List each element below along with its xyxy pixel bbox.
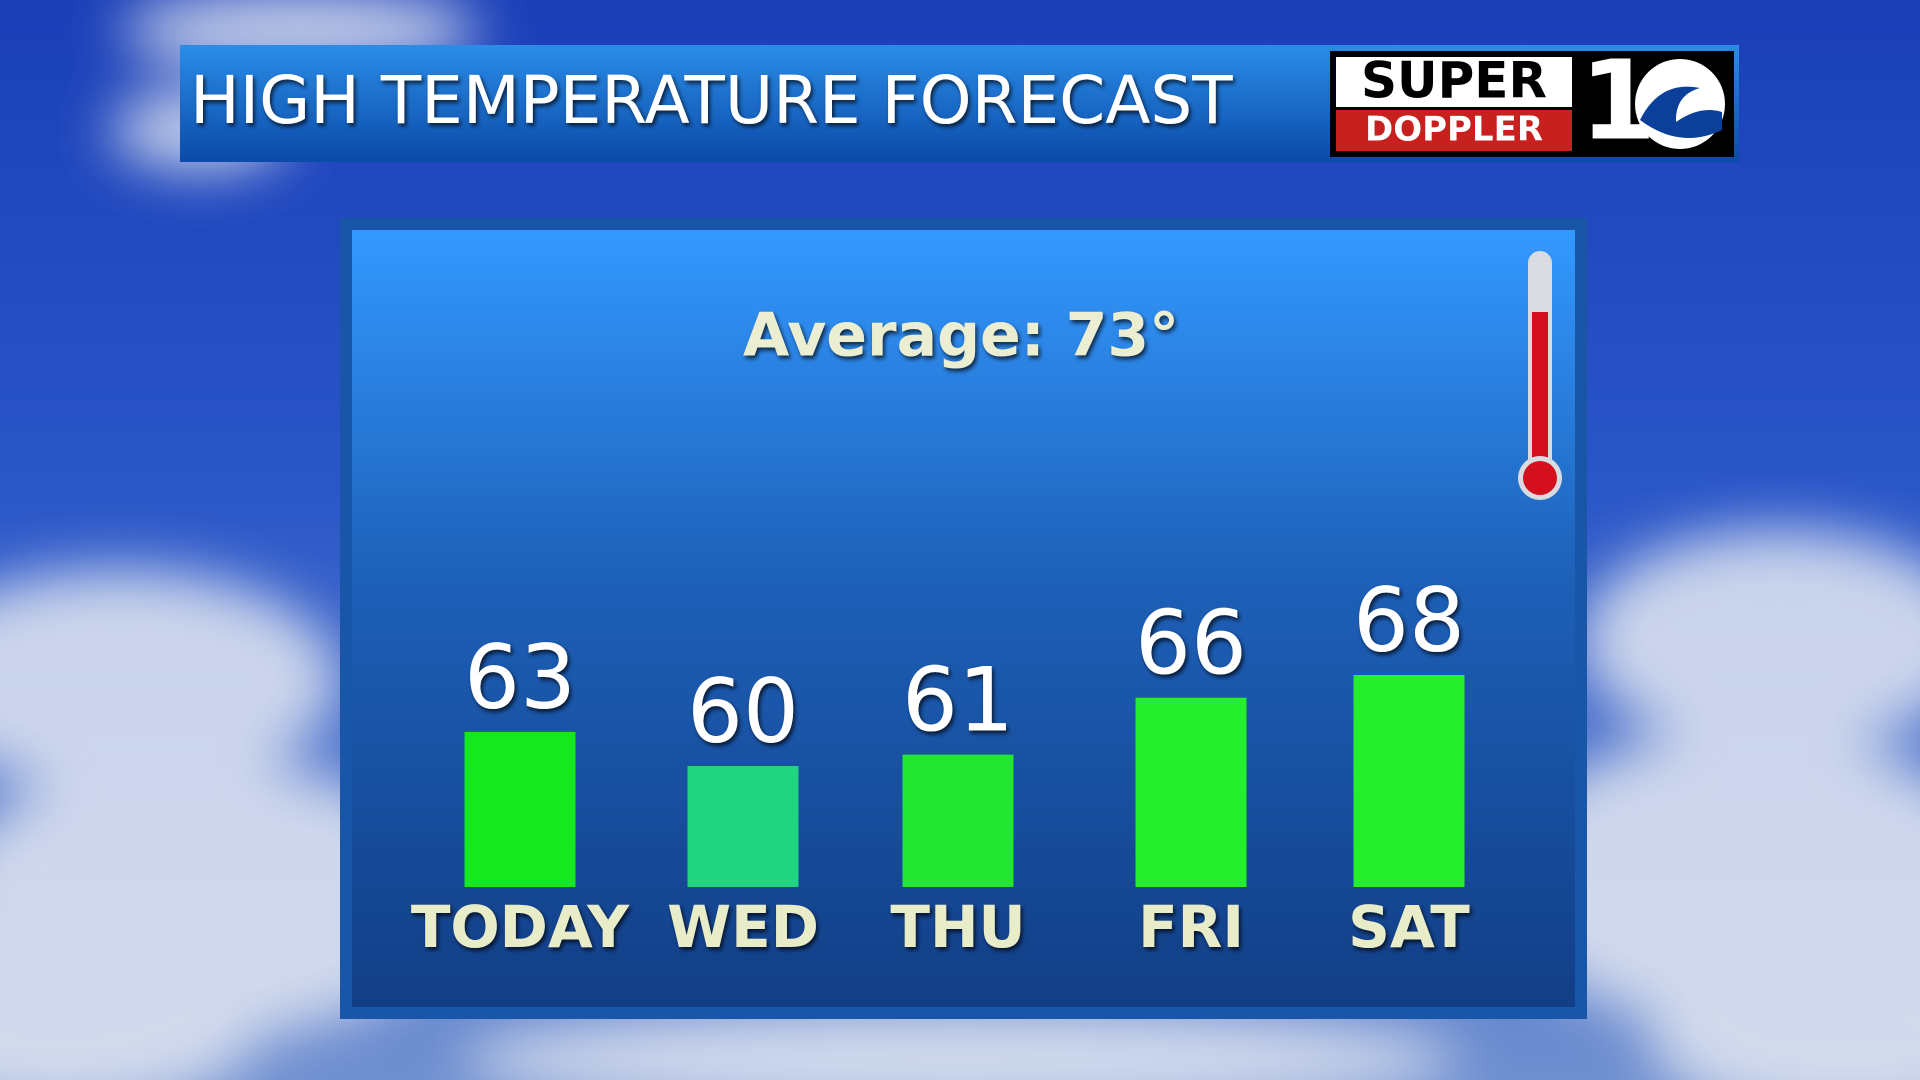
logo-bottom-box (1336, 110, 1572, 151)
value-label: 60 (687, 660, 799, 763)
value-label: 68 (1353, 569, 1465, 672)
bar (687, 766, 799, 887)
annotation: Average: 73° (743, 301, 1179, 371)
thermometer-mercury (1532, 312, 1548, 472)
value-label: 61 (902, 649, 1014, 752)
category-label: WED (667, 893, 819, 961)
bar (464, 731, 576, 887)
logo: SUPER DOPPLER 1 (1330, 36, 1734, 164)
category-label: SAT (1348, 893, 1470, 961)
thermometer-bulb (1523, 461, 1557, 495)
bar (1353, 675, 1465, 887)
logo-bottom: DOPPLER (1365, 110, 1543, 150)
chart-title: HIGH TEMPERATURE FORECAST (190, 62, 1233, 139)
logo-top: SUPER (1361, 52, 1547, 110)
category-label: FRI (1138, 893, 1244, 961)
bar (1135, 697, 1247, 887)
category-label: THU (890, 893, 1025, 961)
value-label: 63 (464, 626, 576, 729)
value-label: 66 (1135, 592, 1247, 695)
thermometer (1518, 251, 1562, 500)
logo-wave (1640, 86, 1722, 138)
bar (902, 754, 1014, 887)
category-label: TODAY (411, 893, 630, 961)
logo-top-box (1336, 57, 1572, 107)
